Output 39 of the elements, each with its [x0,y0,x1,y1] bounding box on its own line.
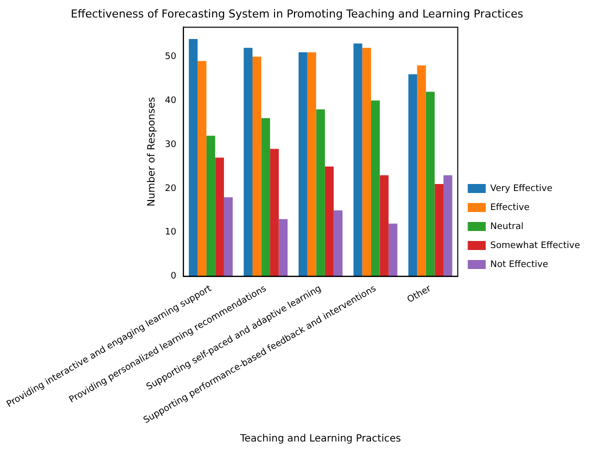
y-axis-title: Number of Responses [146,97,158,206]
bar [388,224,398,276]
legend-label: Not Effective [490,260,549,270]
bar [261,118,270,276]
bar [408,74,418,276]
bar [334,210,342,276]
y-tick-label: 40 [164,96,177,106]
bar [417,65,426,276]
bar [188,39,198,276]
bar [270,148,279,276]
bar [380,175,389,276]
bar [244,48,252,276]
y-tick-label: 30 [164,140,177,150]
x-axis-title: Teaching and Learning Practices [239,434,401,445]
bar [371,100,380,276]
bar [443,175,452,276]
bar [307,52,316,276]
y-tick-label: 0 [170,272,177,282]
bar [324,166,334,276]
bar [252,56,262,276]
bar [426,92,435,276]
bar [316,109,325,276]
legend-label: Neutral [490,222,524,232]
bar [278,219,288,276]
bar [353,43,362,276]
legend-label: Very Effective [490,184,553,194]
bar [215,158,224,276]
bar [224,197,233,276]
y-tick-label: 10 [164,228,177,238]
bar [434,184,444,276]
y-tick-label: 50 [164,52,177,62]
bar [362,48,372,276]
legend-label: Effective [490,202,530,213]
bar [198,61,206,276]
legend-label: Somewhat Effective [490,240,580,251]
y-tick-label: 20 [164,184,177,194]
chart-title: Effectiveness of Forecasting System in Promoting Teaching and Learning Practices [70,7,524,20]
bar [206,136,216,276]
bar [298,52,308,276]
